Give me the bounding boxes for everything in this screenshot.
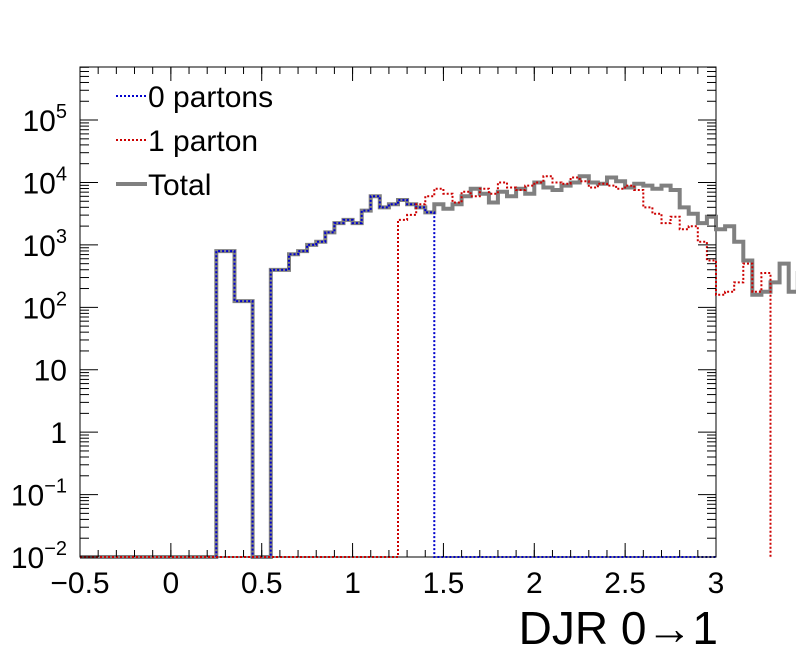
legend: 0 partons 1 parton Total [116, 81, 273, 202]
ticks-layer: −0.5 0 0.5 1 1.5 2 2.5 3 10−2 10−1 1 10 102 103 104 105 [11, 66, 725, 600]
y-tick-label: 1 [50, 417, 67, 450]
x-tick-label: 3 [708, 567, 725, 600]
y-tick-label: 10−1 [11, 476, 67, 513]
x-tick-label: 1 [344, 567, 361, 600]
y-tick-label: 102 [23, 288, 68, 325]
y-tick-label: 10 [34, 355, 67, 388]
x-tick-label: 0 [163, 567, 180, 600]
x-axis-title: DJR 0→1 [519, 602, 718, 654]
x-tick-label: 0.5 [241, 567, 283, 600]
series-1-parton-line [80, 175, 772, 558]
x-tick-label: 2.5 [604, 567, 646, 600]
legend-label: 1 parton [148, 125, 258, 158]
y-tick-label: 103 [23, 226, 68, 263]
x-tick-label: −0.5 [50, 567, 109, 600]
x-tick-label: 2 [526, 567, 543, 600]
series-0-partons-line [80, 195, 716, 558]
series-total-line [80, 174, 796, 559]
y-tick-label: 10−2 [11, 538, 67, 575]
legend-label: 0 partons [148, 81, 273, 114]
y-tick-label: 105 [23, 101, 68, 138]
y-tick-label: 104 [23, 163, 68, 200]
series-layer [80, 174, 796, 559]
legend-label: Total [148, 169, 211, 202]
x-tick-label: 1.5 [423, 567, 465, 600]
